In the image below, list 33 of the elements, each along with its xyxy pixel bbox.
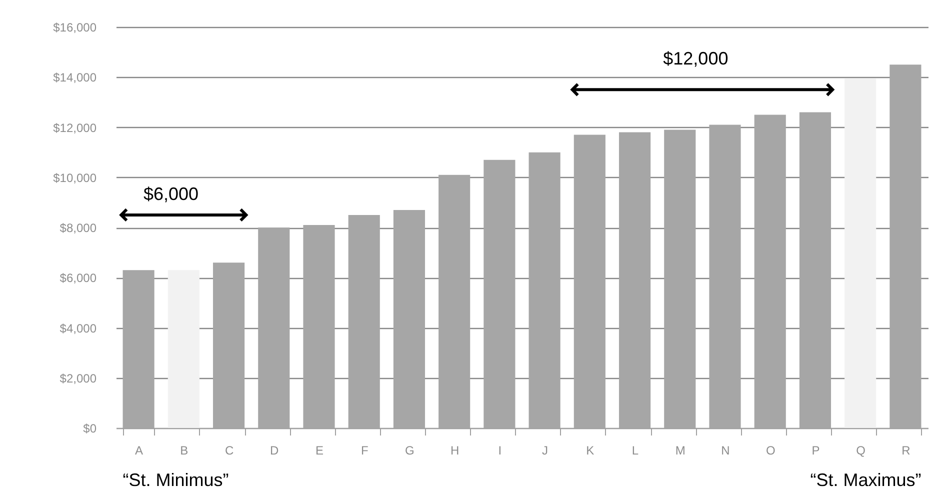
x-tick-label: I	[498, 444, 502, 458]
y-tick-label: $6,000	[60, 271, 97, 286]
y-tick-label: $14,000	[53, 70, 97, 85]
y-tick-label: $16,000	[53, 20, 97, 34]
x-tick-label: G	[405, 444, 414, 458]
annotation: $6,000	[144, 184, 199, 204]
y-tick-label: $8,000	[60, 221, 97, 235]
x-tick-label: E	[315, 444, 324, 458]
text: “St. Maximus”	[810, 470, 922, 490]
text: “St. Minimus”	[122, 470, 229, 490]
bar	[844, 78, 876, 428]
x-tick-label: A	[135, 444, 144, 458]
annotation: $12,000	[663, 48, 728, 69]
x-tick-label: P	[812, 444, 820, 458]
x-tick-label: J	[542, 444, 548, 458]
y-tick-label: $12,000	[53, 120, 97, 135]
x-tick-label: F	[360, 444, 368, 458]
x-tick-label: D	[270, 444, 280, 458]
x-tick-label: L	[632, 444, 639, 458]
x-tick-label: B	[180, 444, 188, 458]
x-tick-label: K	[586, 444, 594, 458]
x-tick-label: M	[675, 444, 686, 458]
x-tick-label: C	[224, 444, 234, 458]
y-tick-label: $0	[83, 422, 97, 436]
x-tick-label: N	[721, 444, 730, 458]
x-tick-label: R	[902, 444, 911, 458]
y-tick-label: $10,000	[53, 170, 97, 185]
bar	[168, 270, 200, 428]
x-tick-label: H	[450, 444, 460, 458]
x-tick-label: O	[766, 444, 776, 458]
y-tick-label: $2,000	[60, 371, 97, 386]
x-tick-label: Q	[856, 444, 866, 458]
y-tick-label: $4,000	[60, 321, 97, 336]
